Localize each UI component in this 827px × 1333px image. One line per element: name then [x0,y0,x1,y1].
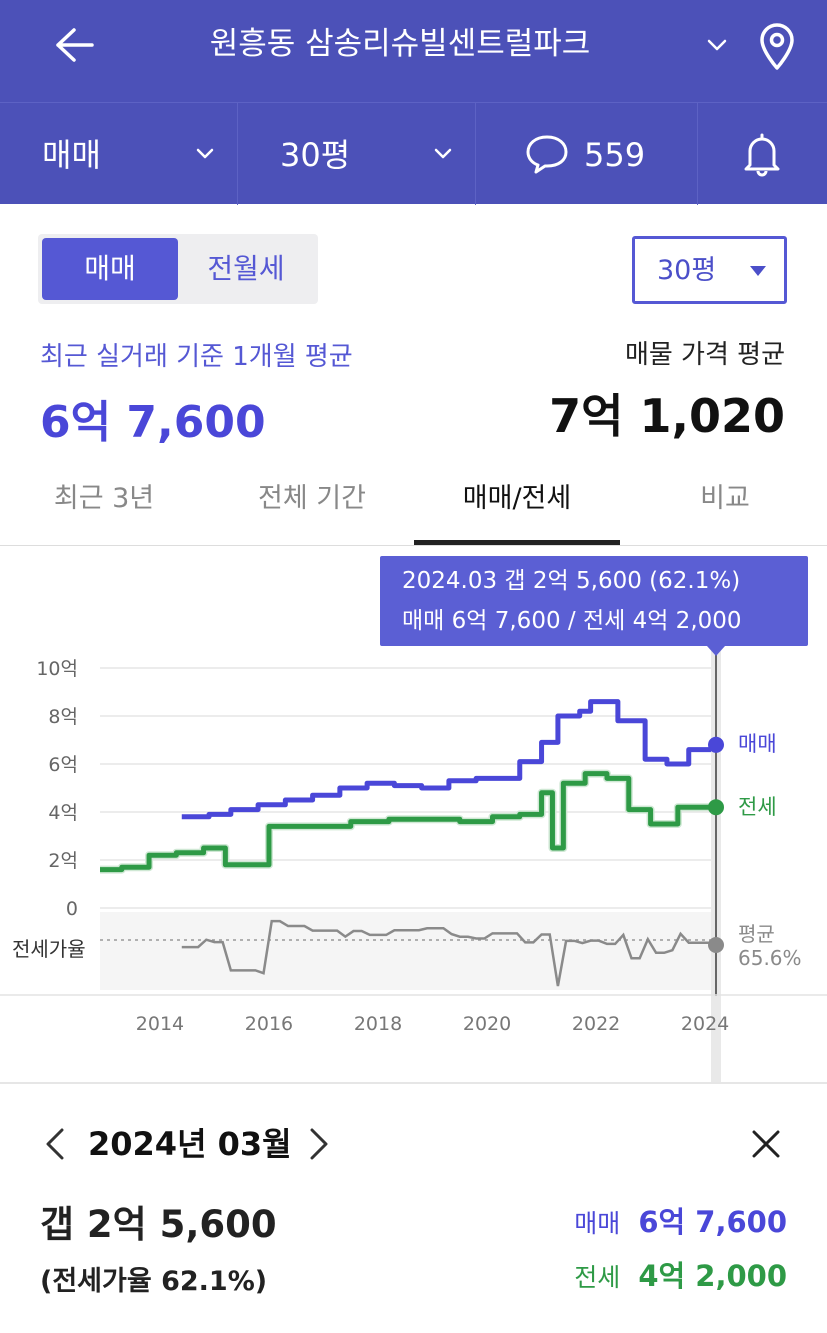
map-pin-icon[interactable] [752,18,802,74]
chart-grid [100,667,716,909]
jeonse-last-point [708,799,724,816]
jeonse-series-line [100,771,719,873]
y-tick-label: 0 [66,898,78,920]
recent-average-label: 최근 실거래 기준 1개월 평균 [40,342,353,372]
filter-bar: 매매 30평 559 [0,102,827,205]
trade-type-label: 매매 [42,136,101,174]
active-tab-indicator [414,540,620,545]
chevron-down-icon[interactable] [700,28,734,62]
tab-recent-3-years[interactable]: 최근 3년 [53,483,155,514]
ratio-last-point [708,937,724,953]
x-tick-label: 2018 [354,1013,402,1035]
ratio-band [100,912,716,990]
caret-down-icon [750,266,766,276]
listing-average-price: 7억 1,020 [549,389,785,443]
tab-compare[interactable]: 비교 [700,483,750,514]
gap-price: 갭 2억 5,600 [40,1203,277,1246]
tab-sale-jeonse[interactable]: 매매/전세 [462,483,572,514]
jeonse-series-label: 전세 [738,795,777,819]
comment-count: 559 [584,136,646,174]
detail-month: 2024년 03월 [88,1125,292,1163]
jeonse-ratio: (전세가율 62.1%) [40,1266,268,1297]
x-tick-label: 2020 [463,1013,511,1035]
ratio-average-label: 평균 [738,922,775,946]
x-tick-label: 2024 [681,1013,729,1035]
toggle-sale[interactable]: 매매 [42,238,178,300]
back-arrow-icon[interactable] [44,20,104,70]
y-tick-label: 6억 [48,754,78,776]
bell-icon [744,133,780,177]
ratio-average-value: 65.6% [738,946,802,970]
ratio-series-line [181,919,714,987]
jeonse-label: 전세 [574,1263,621,1292]
tooltip-gap-line: 2024.03 갭 2억 5,600 (62.1%) [402,568,741,594]
ratio-axis-label: 전세가율 [12,937,86,961]
jeonse-value: 4억 2,000 [638,1259,787,1293]
sale-series-line [181,699,719,820]
size-dropdown[interactable]: 30평 [238,103,476,205]
y-tick-label: 10억 [36,658,78,680]
sale-last-point [708,736,724,753]
jeonse-price-row: 전세 4억 2,000 [574,1254,787,1303]
x-tick-label: 2022 [572,1013,620,1035]
app-header: 원흥동 삼송리슈빌센트럴파크 [0,0,827,102]
trade-toggle: 매매 전월세 [38,234,318,304]
sale-series-label: 매매 [738,732,777,756]
x-tick-label: 2014 [136,1013,184,1035]
tooltip-price-line: 매매 6억 7,600 / 전세 4억 2,000 [402,608,742,634]
prev-month-chevron-left-icon[interactable] [38,1124,72,1164]
period-tabs: 최근 3년 전체 기간 매매/전세 비교 [0,460,827,546]
section-divider [0,1082,827,1084]
close-icon[interactable] [746,1124,786,1164]
y-tick-labels: 10억 8억 6억 4억 2억 0 [36,658,78,920]
sale-label: 매매 [574,1209,621,1238]
next-month-chevron-right-icon[interactable] [302,1124,336,1164]
speech-bubble-icon [526,135,568,174]
page-title[interactable]: 원흥동 삼송리슈빌센트럴파크 [209,26,591,62]
chart-tooltip: 2024.03 갭 2억 5,600 (62.1%) 매매 6억 7,600 /… [380,556,808,646]
alarm-button[interactable] [698,103,827,205]
size-label: 30평 [280,136,351,174]
chevron-down-icon [434,148,452,159]
tooltip-arrow [707,646,725,656]
sale-value: 6억 7,600 [638,1205,787,1239]
size-select-value: 30평 [657,255,717,286]
tab-all-period[interactable]: 전체 기간 [258,483,366,514]
x-tick-labels: 2014 2016 2018 2020 2022 2024 [136,1013,729,1035]
chevron-down-icon [196,148,214,159]
recent-average-price: 6억 7,600 [40,397,266,448]
y-tick-label: 2억 [48,850,78,872]
x-tick-label: 2016 [245,1013,293,1035]
sale-price-row: 매매 6억 7,600 [574,1200,787,1249]
comments-button[interactable]: 559 [476,103,698,205]
size-select[interactable]: 30평 [632,236,787,304]
toggle-rent[interactable]: 전월세 [207,252,285,285]
y-tick-label: 4억 [48,802,78,824]
listing-average-label: 매물 가격 평균 [624,340,785,370]
trade-type-dropdown[interactable]: 매매 [0,103,238,205]
y-tick-label: 8억 [48,706,78,728]
